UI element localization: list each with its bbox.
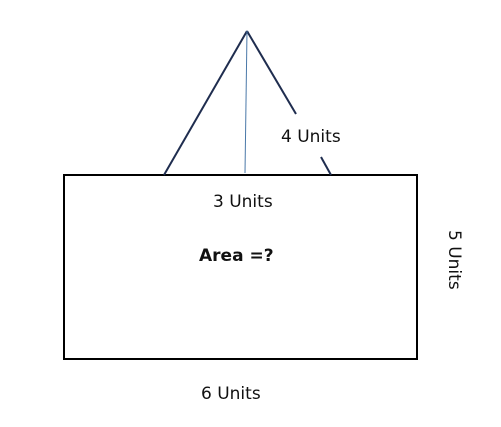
triangle-base-label: 3 Units xyxy=(213,192,273,212)
triangle-right-side-lower xyxy=(320,156,332,176)
rect-width-label: 6 Units xyxy=(201,384,261,404)
rect-height-label: 5 Units xyxy=(444,230,464,290)
triangle-right-side-upper xyxy=(246,30,297,115)
slant-side-label: 4 Units xyxy=(281,127,341,147)
triangle-height-line xyxy=(244,30,248,174)
triangle-left-side xyxy=(163,30,248,176)
area-question-label: Area =? xyxy=(199,246,274,266)
rectangle xyxy=(63,174,418,360)
